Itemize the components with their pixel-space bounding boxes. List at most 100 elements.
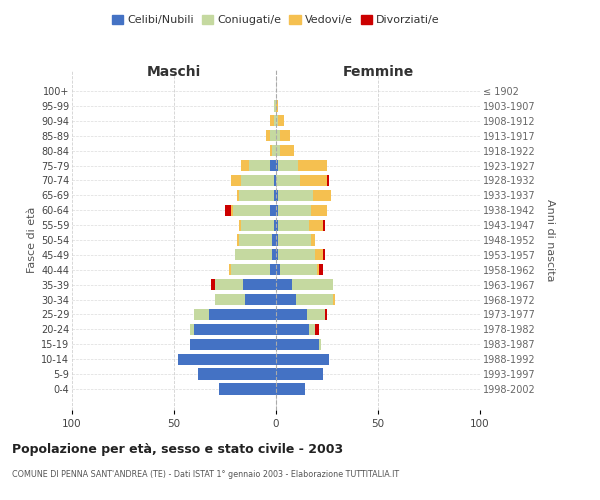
Y-axis label: Fasce di età: Fasce di età (26, 207, 37, 273)
Bar (231, 204, 233, 216)
Bar (298, 160, 327, 171)
Bar (237, 190, 239, 201)
Bar (276, 338, 319, 350)
Bar (278, 204, 311, 216)
Bar (270, 115, 274, 126)
Bar (319, 264, 323, 276)
Bar (190, 324, 194, 335)
Bar (239, 190, 274, 201)
Bar (241, 220, 274, 230)
Bar (278, 250, 315, 260)
Bar (244, 279, 276, 290)
Bar (276, 279, 292, 290)
Text: Popolazione per età, sesso e stato civile - 2003: Popolazione per età, sesso e stato civil… (12, 442, 343, 456)
Bar (276, 204, 278, 216)
Bar (307, 309, 325, 320)
Bar (276, 175, 301, 186)
Bar (270, 264, 276, 276)
Bar (194, 309, 209, 320)
Bar (241, 175, 274, 186)
Bar (276, 234, 278, 246)
Bar (270, 160, 276, 171)
Bar (229, 264, 231, 276)
Bar (194, 324, 276, 335)
Text: COMUNE DI PENNA SANT'ANDREA (TE) - Dati ISTAT 1° gennaio 2003 - Elaborazione TUT: COMUNE DI PENNA SANT'ANDREA (TE) - Dati … (12, 470, 399, 479)
Bar (292, 279, 333, 290)
Bar (323, 250, 325, 260)
Bar (276, 250, 278, 260)
Bar (215, 294, 245, 305)
Bar (276, 384, 305, 394)
Bar (178, 354, 276, 365)
Bar (276, 115, 278, 126)
Bar (250, 160, 270, 171)
Bar (219, 384, 276, 394)
Bar (280, 130, 290, 141)
Bar (278, 115, 284, 126)
Bar (278, 234, 311, 246)
Bar (317, 264, 319, 276)
Bar (274, 175, 276, 186)
Bar (315, 324, 319, 335)
Bar (272, 250, 276, 260)
Bar (245, 294, 276, 305)
Bar (237, 234, 239, 246)
Legend: Celibi/Nubili, Coniugati/e, Vedovi/e, Divorziati/e: Celibi/Nubili, Coniugati/e, Vedovi/e, Di… (108, 10, 444, 30)
Bar (270, 130, 276, 141)
Bar (233, 204, 270, 216)
Bar (225, 204, 231, 216)
Bar (278, 190, 313, 201)
Bar (333, 294, 335, 305)
Bar (315, 250, 323, 260)
Bar (276, 160, 278, 171)
Bar (274, 100, 276, 112)
Bar (311, 234, 315, 246)
Bar (311, 204, 327, 216)
Bar (325, 309, 327, 320)
Bar (266, 130, 270, 141)
Bar (327, 175, 329, 186)
Bar (270, 145, 272, 156)
Bar (272, 145, 276, 156)
Text: Maschi: Maschi (147, 65, 201, 79)
Bar (235, 250, 272, 260)
Bar (276, 368, 323, 380)
Bar (313, 190, 331, 201)
Bar (241, 160, 250, 171)
Bar (276, 309, 307, 320)
Bar (308, 324, 315, 335)
Bar (211, 279, 215, 290)
Bar (301, 175, 327, 186)
Bar (276, 354, 329, 365)
Bar (199, 368, 276, 380)
Bar (278, 220, 308, 230)
Bar (239, 220, 241, 230)
Bar (278, 160, 298, 171)
Bar (270, 204, 276, 216)
Bar (215, 279, 244, 290)
Bar (276, 264, 280, 276)
Bar (276, 130, 280, 141)
Bar (280, 145, 295, 156)
Bar (274, 190, 276, 201)
Bar (276, 190, 278, 201)
Bar (276, 100, 278, 112)
Bar (319, 338, 321, 350)
Bar (239, 234, 272, 246)
Bar (272, 234, 276, 246)
Bar (276, 324, 308, 335)
Bar (190, 338, 276, 350)
Bar (280, 264, 317, 276)
Bar (276, 294, 296, 305)
Bar (231, 175, 241, 186)
Text: Femmine: Femmine (343, 65, 413, 79)
Bar (231, 264, 270, 276)
Bar (274, 115, 276, 126)
Bar (296, 294, 333, 305)
Y-axis label: Anni di nascita: Anni di nascita (545, 198, 555, 281)
Bar (308, 220, 323, 230)
Bar (209, 309, 276, 320)
Bar (276, 220, 278, 230)
Bar (323, 220, 325, 230)
Bar (274, 220, 276, 230)
